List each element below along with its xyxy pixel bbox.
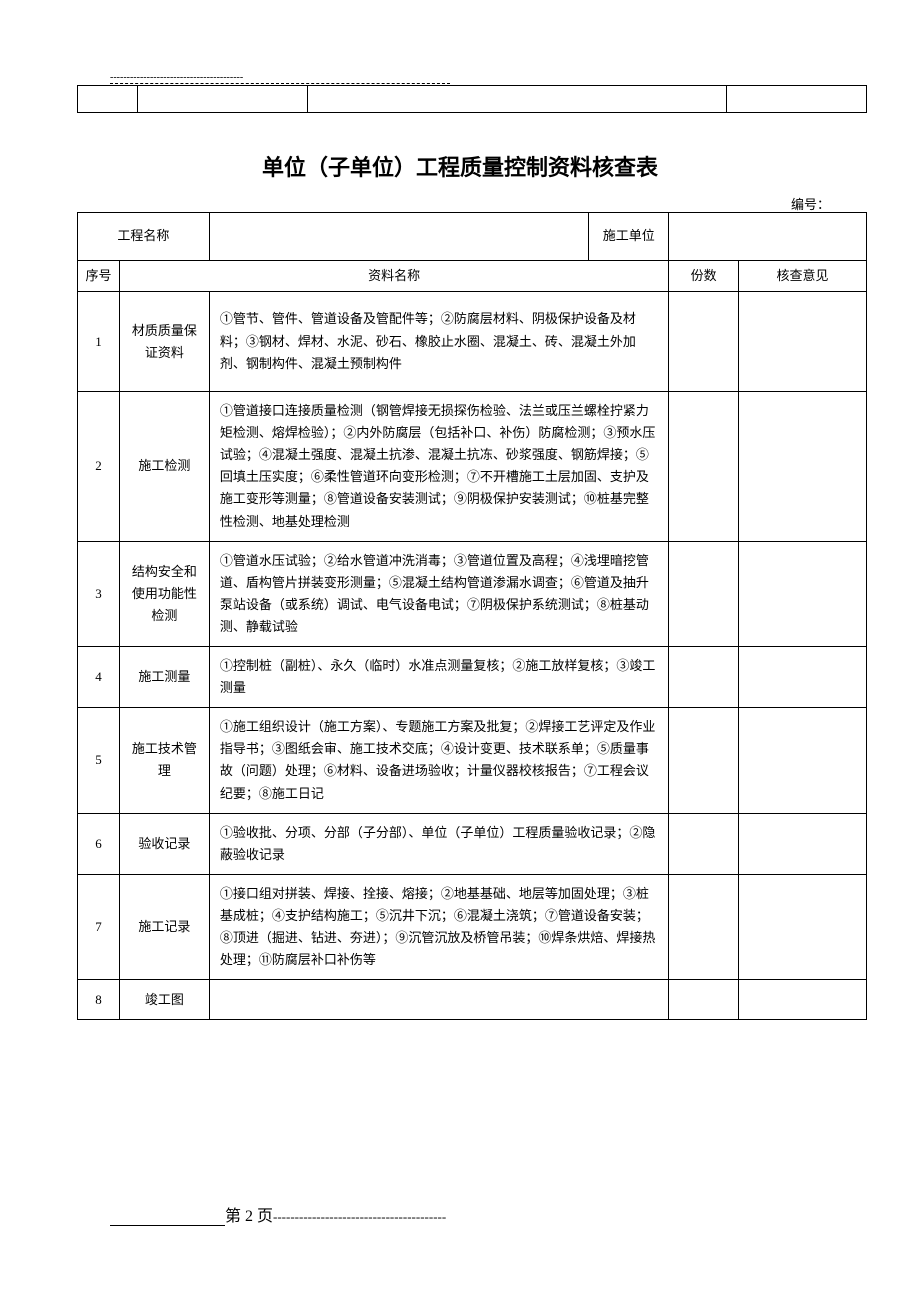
row-category: 材质质量保证资料 [119,292,209,392]
table-row: 7 施工记录 ①接口组对拼装、焊接、拴接、熔接；②地基基础、地层等加固处理；③桩… [78,874,867,979]
table-row: 1 材质质量保证资料 ①管节、管件、管道设备及管配件等；②防腐层材料、阴极保护设… [78,292,867,392]
top-dash-line: ---------------------------------------- [110,72,450,84]
row-qty [669,541,739,646]
row-category: 施工技术管理 [119,708,209,813]
col-header-qty: 份数 [669,261,739,292]
row-seq: 3 [78,541,120,646]
construction-unit-label: 施工单位 [589,213,669,261]
row-qty [669,392,739,542]
row-opinion [739,813,867,874]
row-category: 竣工图 [119,980,209,1020]
table-row: 4 施工测量 ①控制桩（副桩）、永久（临时）水准点测量复核；②施工放样复核；③竣… [78,647,867,708]
row-opinion [739,647,867,708]
row-desc: ①管道接口连接质量检测（钢管焊接无损探伤检验、法兰或压兰螺栓拧紧力矩检测、熔焊检… [209,392,668,542]
page-title: 单位（子单位）工程质量控制资料核查表 [0,150,920,182]
project-name-value [209,213,588,261]
row-opinion [739,980,867,1020]
row-qty [669,292,739,392]
row-seq: 8 [78,980,120,1020]
col-header-seq: 序号 [78,261,120,292]
page-footer: 第 2 页-----------------------------------… [110,1202,570,1227]
main-checklist-table: 工程名称 施工单位 序号 资料名称 份数 核查意见 1 材质质量保证资料 ①管节… [77,212,867,1020]
table-row: 6 验收记录 ①验收批、分项、分部（子分部）、单位（子单位）工程质量验收记录；②… [78,813,867,874]
project-name-label: 工程名称 [78,213,210,261]
row-seq: 6 [78,813,120,874]
row-desc: ①控制桩（副桩）、永久（临时）水准点测量复核；②施工放样复核；③竣工测量 [209,647,668,708]
row-opinion [739,708,867,813]
row-seq: 1 [78,292,120,392]
top-cell-1 [78,86,138,113]
row-seq: 4 [78,647,120,708]
top-cell-3 [307,86,726,113]
top-empty-table [77,85,867,113]
footer-dashes: ---------------------------------------- [273,1209,446,1224]
table-row: 5 施工技术管理 ①施工组织设计（施工方案）、专题施工方案及批复；②焊接工艺评定… [78,708,867,813]
col-header-opinion: 核查意见 [739,261,867,292]
row-qty [669,813,739,874]
row-opinion [739,541,867,646]
row-category: 施工检测 [119,392,209,542]
row-opinion [739,292,867,392]
row-qty [669,980,739,1020]
footer-underline [110,1223,225,1226]
row-desc: ①接口组对拼装、焊接、拴接、熔接；②地基基础、地层等加固处理；③桩基成桩；④支护… [209,874,668,979]
row-category: 验收记录 [119,813,209,874]
top-dash-text: ---------------------------------------- [110,72,243,83]
row-qty [669,708,739,813]
col-header-name: 资料名称 [119,261,668,292]
row-category: 施工测量 [119,647,209,708]
table-row: 2 施工检测 ①管道接口连接质量检测（钢管焊接无损探伤检验、法兰或压兰螺栓拧紧力… [78,392,867,542]
row-seq: 7 [78,874,120,979]
table-row: 3 结构安全和使用功能性检测 ①管道水压试验；②给水管道冲洗消毒；③管道位置及高… [78,541,867,646]
row-desc: ①管节、管件、管道设备及管配件等；②防腐层材料、阴极保护设备及材料；③钢材、焊材… [209,292,668,392]
top-cell-2 [137,86,307,113]
row-desc: ①管道水压试验；②给水管道冲洗消毒；③管道位置及高程；④浅埋暗挖管道、盾构管片拼… [209,541,668,646]
construction-unit-value [669,213,867,261]
row-opinion [739,392,867,542]
row-seq: 2 [78,392,120,542]
header-row-2: 序号 资料名称 份数 核查意见 [78,261,867,292]
serial-number-label: 编号： [791,194,830,213]
top-empty-row [78,86,867,113]
row-desc: ①验收批、分项、分部（子分部）、单位（子单位）工程质量验收记录；②隐蔽验收记录 [209,813,668,874]
row-opinion [739,874,867,979]
row-desc: ①施工组织设计（施工方案）、专题施工方案及批复；②焊接工艺评定及作业指导书；③图… [209,708,668,813]
row-qty [669,647,739,708]
table-row: 8 竣工图 [78,980,867,1020]
row-category: 施工记录 [119,874,209,979]
header-row-1: 工程名称 施工单位 [78,213,867,261]
row-seq: 5 [78,708,120,813]
row-desc [209,980,668,1020]
row-qty [669,874,739,979]
row-category: 结构安全和使用功能性检测 [119,541,209,646]
footer-page-number: 第 2 页 [225,1208,273,1225]
top-cell-4 [727,86,867,113]
